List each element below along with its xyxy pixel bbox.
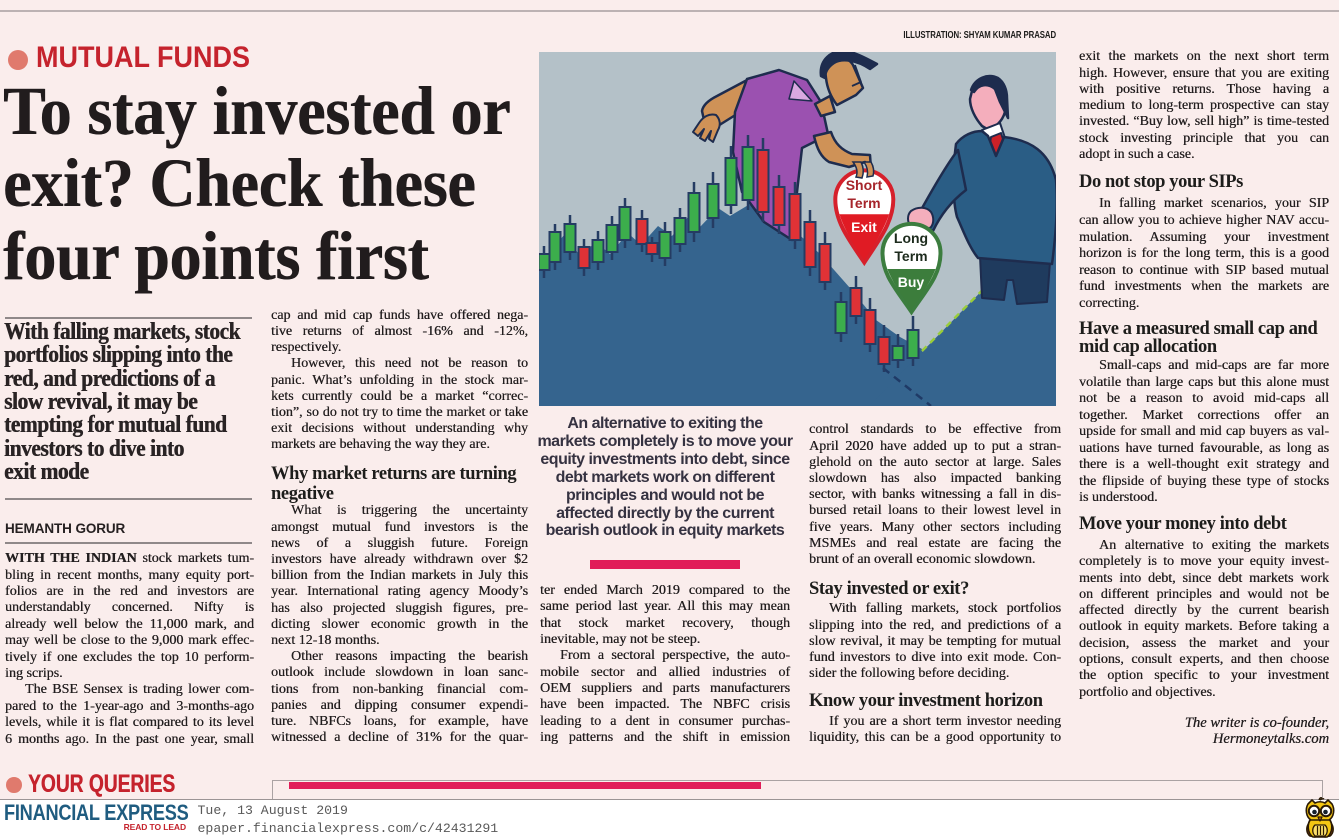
svg-text:Short: Short	[846, 177, 883, 193]
svg-text:Exit: Exit	[851, 219, 877, 235]
svg-text:Term: Term	[894, 248, 927, 264]
svg-text:Buy: Buy	[898, 274, 925, 290]
svg-text:Term: Term	[847, 195, 880, 211]
svg-text:Long: Long	[894, 230, 928, 246]
